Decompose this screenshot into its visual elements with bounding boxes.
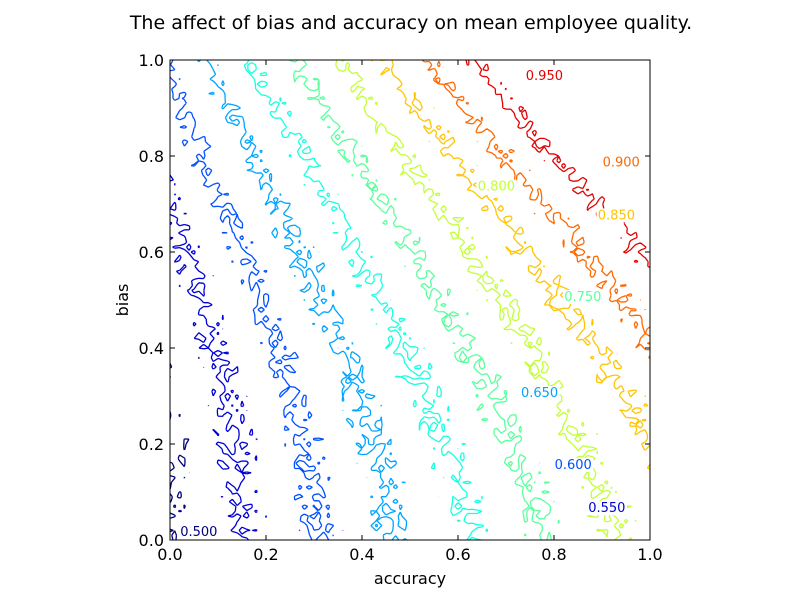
x-tick-label: 0.6 (445, 545, 470, 564)
contour-line (196, 59, 408, 541)
contour-label: 0.600 (555, 458, 592, 473)
contour-line (421, 59, 651, 360)
y-tick-label: 0.6 (139, 243, 164, 262)
y-axis-label: bias (113, 284, 132, 317)
contour-line (279, 59, 560, 541)
contour-label-bg (476, 179, 517, 194)
chart-title: The affect of bias and accuracy on mean … (129, 12, 692, 34)
contour-lines (169, 59, 651, 541)
y-tick-label: 0.4 (139, 339, 164, 358)
contour-line (243, 59, 489, 541)
contour-label: 0.850 (598, 208, 635, 223)
contour-label: 0.550 (588, 501, 625, 516)
contour-label-bg (178, 525, 219, 540)
x-tick-label: 1.0 (637, 545, 662, 564)
contour-line (169, 174, 268, 541)
contour-label-bg (524, 69, 565, 84)
plot-frame (169, 59, 651, 541)
contour-label-bg (553, 458, 594, 472)
contour-label: 0.650 (521, 386, 558, 401)
y-tick-label: 0.8 (139, 147, 164, 166)
contour-label: 0.750 (564, 290, 601, 305)
x-tick-label: 0.2 (253, 545, 278, 564)
contour-label: 0.900 (603, 156, 640, 171)
contour-label: 0.500 (180, 525, 217, 540)
contour-line (169, 59, 344, 541)
contour-label: 0.950 (526, 69, 563, 84)
x-tick-label: 0.4 (349, 545, 374, 564)
y-tick-label: 0.0 (139, 531, 164, 550)
y-axis: 0.0 0.2 0.4 0.6 0.8 1.0 (139, 51, 650, 550)
contour-labels: 0.950 0.900 0.850 0.800 0.750 0.650 0.600 0.550… (178, 69, 642, 540)
x-tick-label: 0.0 (157, 545, 182, 564)
y-tick-label: 1.0 (139, 51, 164, 70)
contour-line (370, 59, 651, 470)
contour-label-bg (519, 386, 560, 400)
x-axis: 0.0 0.2 0.4 0.6 0.8 1.0 (157, 60, 663, 564)
contour-label-bg (586, 501, 627, 516)
x-axis-label: accuracy (374, 569, 446, 588)
contour-label-bg (596, 208, 637, 223)
x-tick-label: 0.8 (541, 545, 566, 564)
contour-label: 0.800 (478, 180, 515, 195)
contour-label-bg (562, 290, 603, 304)
y-tick-label: 0.2 (139, 435, 164, 454)
contour-label-bg (601, 155, 642, 170)
